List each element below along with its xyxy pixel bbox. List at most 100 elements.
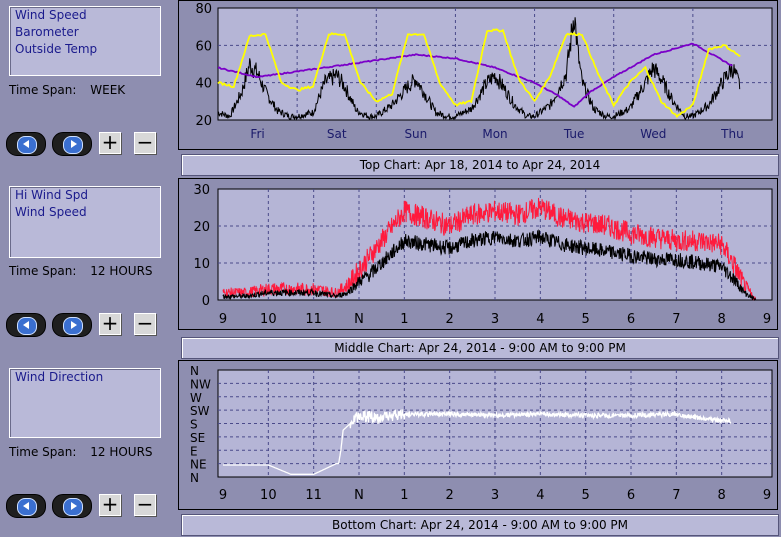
- series-line-barometer: [217, 42, 733, 108]
- x-tick-label: 5: [582, 488, 590, 503]
- legend-item[interactable]: Barometer: [15, 25, 79, 39]
- x-tick-label: 3: [491, 488, 499, 503]
- x-tick-label: 11: [305, 488, 322, 503]
- y-tick-label: NW: [190, 377, 211, 391]
- prev-button[interactable]: [6, 313, 46, 337]
- time-span-value: 12 HOURS: [90, 445, 153, 459]
- arrow-right-icon: [71, 140, 77, 148]
- legend-item[interactable]: Wind Speed: [15, 8, 87, 22]
- x-tick-label: 5: [582, 312, 590, 327]
- y-tick-label: S: [190, 418, 198, 432]
- y-tick-label: 10: [193, 257, 210, 272]
- y-tick-label: 30: [193, 183, 210, 198]
- x-tick-label: Sat: [327, 127, 347, 141]
- y-tick-label: 60: [195, 39, 212, 54]
- y-tick-label: 40: [195, 77, 212, 92]
- time-span-label: Time Span:: [9, 83, 77, 97]
- bottom-legend-box: Wind Direction: [9, 368, 161, 438]
- x-tick-label: 11: [305, 312, 322, 327]
- x-tick-label: 10: [260, 312, 277, 327]
- x-tick-label: N: [354, 312, 364, 327]
- arrow-left-icon: [23, 502, 29, 510]
- time-span-value: WEEK: [90, 83, 126, 97]
- arrow-left-icon: [23, 321, 29, 329]
- next-button[interactable]: [52, 132, 92, 156]
- arrow-right-icon: [71, 321, 77, 329]
- x-tick-label: 9: [763, 312, 771, 327]
- zoom-in-button[interactable]: +: [99, 494, 121, 516]
- y-tick-label: N: [190, 471, 199, 485]
- series-line-hi-wind-spd: [222, 197, 757, 301]
- series-line-outside-temp: [217, 28, 741, 119]
- x-tick-label: 2: [446, 488, 454, 503]
- zoom-in-button[interactable]: +: [99, 313, 121, 335]
- next-button[interactable]: [52, 313, 92, 337]
- x-tick-label: 4: [536, 312, 544, 327]
- y-tick-label: SE: [190, 431, 205, 445]
- top-legend-box: Wind Speed Barometer Outside Temp: [9, 6, 161, 76]
- y-tick-label: 20: [195, 114, 212, 129]
- legend-item[interactable]: Hi Wind Spd: [15, 188, 88, 202]
- x-tick-label: Fri: [250, 127, 264, 141]
- arrow-left-icon: [23, 140, 29, 148]
- bottom-chart-caption: Bottom Chart: Apr 24, 2014 - 9:00 AM to …: [181, 514, 779, 536]
- top-chart[interactable]: 80 60 40 20 Fri Sat Sun Mon Tue Wed Thu: [178, 0, 778, 150]
- y-tick-label: NE: [190, 458, 207, 472]
- x-tick-label: 9: [763, 488, 771, 503]
- x-tick-label: 9: [219, 488, 227, 503]
- y-tick-label: 20: [193, 220, 210, 235]
- x-tick-label: 1: [400, 312, 408, 327]
- x-tick-label: N: [354, 488, 364, 503]
- x-tick-label: 7: [672, 312, 680, 327]
- x-tick-label: 10: [260, 488, 277, 503]
- top-chart-caption: Top Chart: Apr 18, 2014 to Apr 24, 2014: [181, 154, 779, 176]
- x-tick-label: 4: [536, 488, 544, 503]
- x-tick-label: Tue: [563, 127, 585, 141]
- x-tick-label: Sun: [404, 127, 427, 141]
- x-tick-label: 3: [491, 312, 499, 327]
- middle-legend-box: Hi Wind Spd Wind Speed: [9, 186, 161, 258]
- y-tick-label: 80: [195, 2, 212, 17]
- x-tick-label: Wed: [640, 127, 666, 141]
- x-tick-label: 6: [627, 488, 635, 503]
- y-tick-label: W: [190, 391, 202, 405]
- y-tick-label: SW: [190, 404, 210, 418]
- x-tick-label: 7: [672, 488, 680, 503]
- prev-button[interactable]: [6, 132, 46, 156]
- series-line-wind-speed: [222, 229, 757, 302]
- x-tick-label: 2: [446, 312, 454, 327]
- zoom-out-button[interactable]: −: [134, 494, 156, 516]
- x-tick-label: 8: [718, 488, 726, 503]
- time-span-value: 12 HOURS: [90, 264, 153, 278]
- y-tick-label: E: [190, 444, 198, 458]
- plot-area: [217, 7, 773, 121]
- zoom-out-button[interactable]: −: [134, 313, 156, 335]
- middle-time-span: Time Span: 12 HOURS: [9, 264, 153, 278]
- x-tick-label: Mon: [482, 127, 507, 141]
- x-tick-label: 8: [718, 312, 726, 327]
- x-tick-label: Thu: [720, 127, 744, 141]
- prev-button[interactable]: [6, 494, 46, 518]
- middle-chart-caption: Middle Chart: Apr 24, 2014 - 9:00 AM to …: [181, 337, 779, 359]
- x-tick-label: 1: [400, 488, 408, 503]
- x-tick-label: 6: [627, 312, 635, 327]
- legend-item[interactable]: Outside Temp: [15, 42, 98, 56]
- y-tick-label: 0: [202, 294, 210, 309]
- y-tick-label: N: [190, 364, 199, 378]
- bottom-time-span: Time Span: 12 HOURS: [9, 445, 153, 459]
- next-button[interactable]: [52, 494, 92, 518]
- zoom-in-button[interactable]: +: [99, 132, 121, 154]
- legend-item[interactable]: Wind Speed: [15, 205, 87, 219]
- control-column: Wind Speed Barometer Outside Temp Time S…: [0, 0, 172, 537]
- legend-item[interactable]: Wind Direction: [15, 370, 104, 384]
- series-line-wind-speed: [217, 17, 741, 121]
- arrow-right-icon: [71, 502, 77, 510]
- zoom-out-button[interactable]: −: [134, 132, 156, 154]
- top-time-span: Time Span: WEEK: [9, 83, 125, 97]
- time-span-label: Time Span:: [9, 264, 77, 278]
- time-span-label: Time Span:: [9, 445, 77, 459]
- series-line-wind-direction: [223, 409, 732, 475]
- x-tick-label: 9: [219, 312, 227, 327]
